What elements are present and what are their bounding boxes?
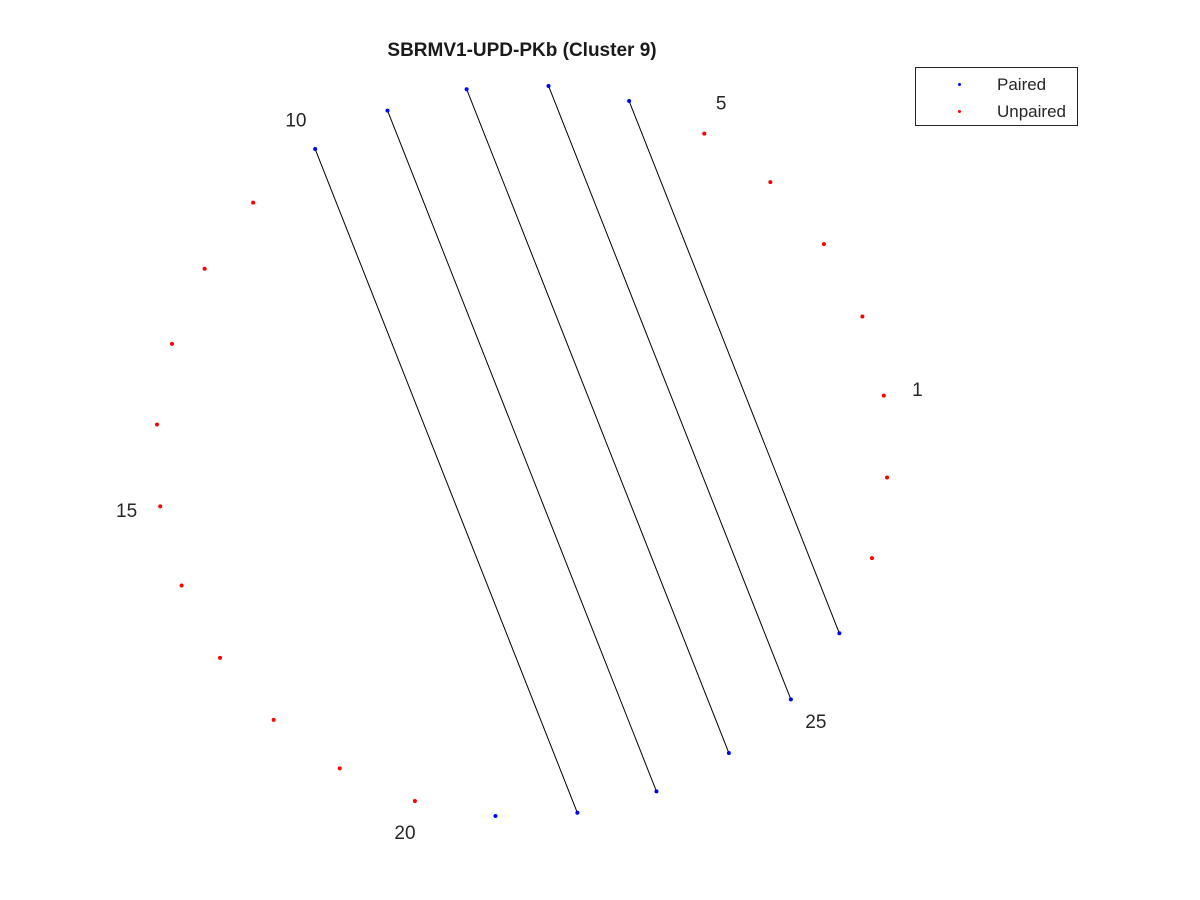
paired-point-22 bbox=[575, 810, 580, 815]
unpaired-point-28 bbox=[885, 475, 890, 480]
unpaired-point-18 bbox=[271, 717, 276, 722]
unpaired-point-20 bbox=[412, 798, 417, 803]
paired-point-10 bbox=[313, 147, 318, 152]
position-label-1: 1 bbox=[912, 380, 923, 401]
legend-marker-paired bbox=[958, 83, 961, 86]
position-points bbox=[154, 83, 890, 819]
unpaired-point-14 bbox=[154, 422, 159, 427]
unpaired-point-17 bbox=[218, 655, 223, 660]
paired-point-26 bbox=[837, 631, 842, 636]
pair-link-8-24 bbox=[466, 89, 730, 754]
unpaired-point-16 bbox=[179, 583, 184, 588]
position-label-25: 25 bbox=[805, 712, 826, 733]
paired-point-7 bbox=[546, 83, 551, 88]
pair-link-7-25 bbox=[548, 85, 792, 700]
position-label-15: 15 bbox=[116, 501, 137, 522]
unpaired-point-27 bbox=[869, 556, 874, 561]
paired-point-8 bbox=[464, 87, 469, 92]
unpaired-point-5 bbox=[702, 131, 707, 136]
unpaired-point-4 bbox=[768, 180, 773, 185]
chart-title: SBRMV1-UPD-PKb (Cluster 9) bbox=[387, 40, 657, 61]
pair-link-10-22 bbox=[314, 148, 578, 813]
paired-point-9 bbox=[385, 108, 390, 113]
paired-point-24 bbox=[726, 750, 731, 755]
unpaired-point-3 bbox=[821, 242, 826, 247]
unpaired-point-15 bbox=[158, 504, 163, 509]
legend-marker-unpaired bbox=[958, 110, 961, 113]
legend: Paired Unpaired bbox=[915, 67, 1078, 126]
position-label-10: 10 bbox=[285, 111, 306, 132]
legend-label-paired: Paired bbox=[997, 75, 1047, 94]
unpaired-point-19 bbox=[337, 766, 342, 771]
unpaired-point-13 bbox=[170, 341, 175, 346]
pair-link-6-26 bbox=[628, 100, 840, 634]
pair-link-9-23 bbox=[387, 110, 657, 792]
unpaired-point-2 bbox=[860, 314, 865, 319]
position-label-20: 20 bbox=[394, 823, 415, 844]
unpaired-point-11 bbox=[251, 200, 256, 205]
paired-point-23 bbox=[654, 789, 659, 794]
unpaired-point-12 bbox=[202, 266, 207, 271]
legend-entry-unpaired: Unpaired bbox=[916, 99, 1077, 125]
unpaired-point-1 bbox=[881, 393, 886, 398]
pair-links bbox=[314, 85, 840, 813]
legend-label-unpaired: Unpaired bbox=[997, 102, 1066, 121]
paired-point-25 bbox=[788, 697, 793, 702]
paired-point-6 bbox=[627, 99, 632, 104]
legend-entry-paired: Paired bbox=[916, 72, 1077, 98]
paired-point-21 bbox=[493, 814, 498, 819]
position-label-5: 5 bbox=[716, 94, 727, 115]
